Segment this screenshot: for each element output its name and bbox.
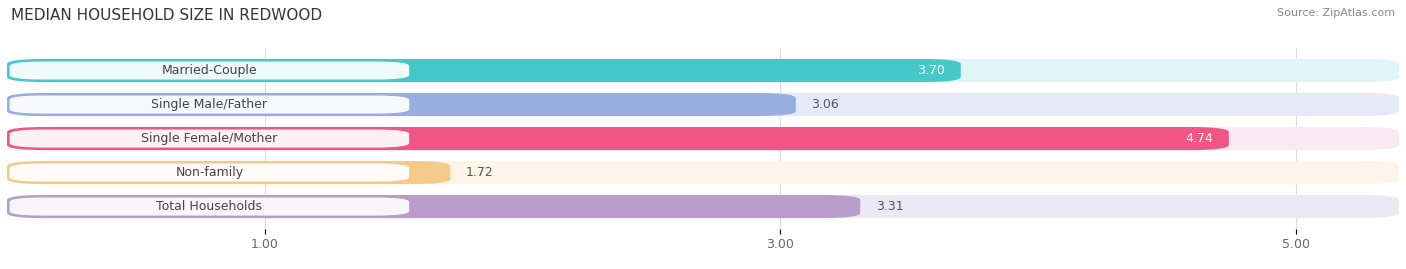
Text: MEDIAN HOUSEHOLD SIZE IN REDWOOD: MEDIAN HOUSEHOLD SIZE IN REDWOOD: [11, 8, 322, 23]
FancyBboxPatch shape: [7, 93, 1399, 116]
FancyBboxPatch shape: [7, 195, 1399, 218]
FancyBboxPatch shape: [7, 59, 1399, 82]
FancyBboxPatch shape: [10, 197, 409, 215]
Text: Single Male/Father: Single Male/Father: [152, 98, 267, 111]
Text: 3.06: 3.06: [811, 98, 839, 111]
FancyBboxPatch shape: [7, 127, 1229, 150]
FancyBboxPatch shape: [10, 62, 409, 80]
FancyBboxPatch shape: [7, 161, 1399, 184]
Text: 3.31: 3.31: [876, 200, 903, 213]
FancyBboxPatch shape: [7, 195, 860, 218]
Text: Single Female/Mother: Single Female/Mother: [141, 132, 277, 145]
FancyBboxPatch shape: [10, 129, 409, 148]
Text: 4.74: 4.74: [1185, 132, 1213, 145]
FancyBboxPatch shape: [7, 59, 960, 82]
FancyBboxPatch shape: [7, 93, 796, 116]
Text: Non-family: Non-family: [176, 166, 243, 179]
Text: Source: ZipAtlas.com: Source: ZipAtlas.com: [1277, 8, 1395, 18]
FancyBboxPatch shape: [10, 164, 409, 182]
Text: Married-Couple: Married-Couple: [162, 64, 257, 77]
FancyBboxPatch shape: [10, 95, 409, 114]
Text: Total Households: Total Households: [156, 200, 263, 213]
Text: 1.72: 1.72: [465, 166, 494, 179]
FancyBboxPatch shape: [7, 127, 1399, 150]
FancyBboxPatch shape: [7, 161, 450, 184]
Text: 3.70: 3.70: [918, 64, 945, 77]
